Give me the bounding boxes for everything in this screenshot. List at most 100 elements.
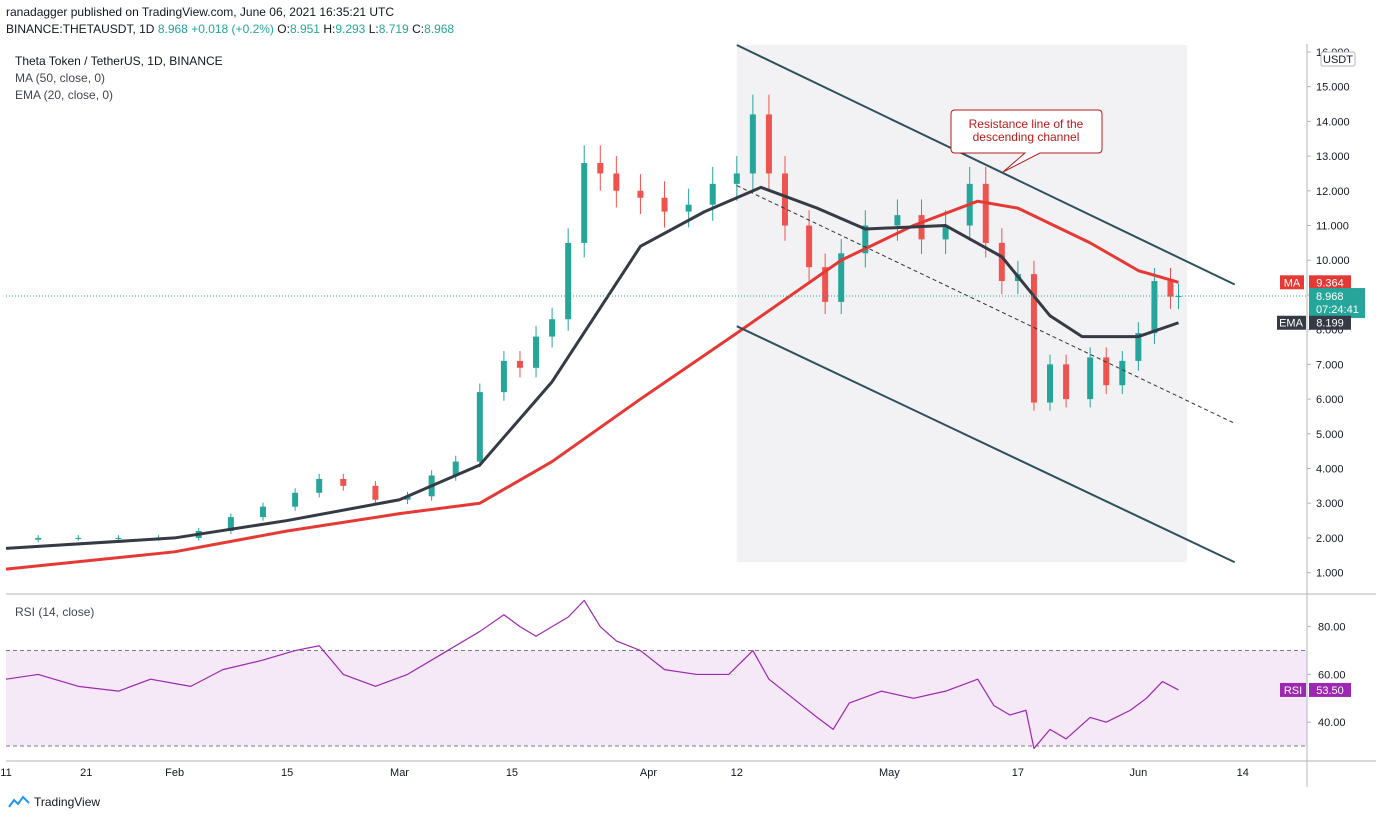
- tradingview-brand: TradingView: [34, 795, 101, 809]
- candle-body: [404, 496, 411, 500]
- time-tick-label: 17: [1012, 767, 1024, 779]
- price-tick-label: 10.000: [1316, 255, 1350, 267]
- price-tick-label: 2.000: [1316, 533, 1344, 545]
- price-tick-label: 12.000: [1316, 186, 1350, 198]
- ema-20-line: [5, 185, 1179, 550]
- ema-tag-box: [1277, 315, 1306, 330]
- rsi-tag: RSI: [1284, 685, 1302, 697]
- price-change: +0.018 (+0.2%): [191, 22, 274, 36]
- tradingview-footer[interactable]: TradingView: [8, 795, 100, 809]
- channel-mid-line: [736, 185, 1235, 424]
- open-value: 8.951: [289, 22, 320, 36]
- low-value: 8.719: [378, 22, 409, 36]
- indicator-legend: Theta Token / TetherUS, 1D, BINANCE MA (…: [15, 53, 223, 104]
- candle-body: [227, 517, 234, 531]
- candle-body: [372, 485, 379, 500]
- candle-body: [452, 461, 459, 476]
- price-tick-label: 3.000: [1316, 498, 1344, 510]
- time-tick-label: Feb: [165, 767, 184, 779]
- ma-tag: MA: [1284, 277, 1301, 289]
- time-tick-label: Jun: [1129, 767, 1147, 779]
- candle-body: [1175, 296, 1182, 298]
- rsi-tick-label: 80.00: [1318, 622, 1346, 634]
- ema-tag: EMA: [1279, 318, 1304, 330]
- ma-tag-box: [1280, 275, 1304, 290]
- price-tick-label: 7.000: [1316, 359, 1344, 371]
- candle-body: [476, 392, 483, 462]
- price-tick-label: 1.000: [1316, 568, 1344, 580]
- candle-body: [1087, 357, 1094, 400]
- rsi-line: [5, 599, 1179, 750]
- legend-ema[interactable]: EMA (20, close, 0): [15, 88, 114, 102]
- channel-shading: [736, 45, 1187, 563]
- time-tick-label: 21: [80, 767, 92, 779]
- channel-lower-line: [736, 325, 1236, 564]
- time-tick-label: 14: [1237, 767, 1249, 779]
- candle-body: [637, 190, 644, 198]
- candle-body: [838, 253, 845, 302]
- candle-body: [765, 114, 772, 174]
- candle-body: [1103, 357, 1110, 386]
- time-tick-label: 15: [506, 767, 518, 779]
- candle-body: [749, 114, 756, 174]
- rsi-tag-box: [1280, 682, 1306, 697]
- candle-body: [1030, 274, 1037, 403]
- candle-body: [709, 183, 716, 205]
- legend-title[interactable]: Theta Token / TetherUS, 1D, BINANCE: [15, 54, 223, 68]
- rsi-tick-label: 60.00: [1318, 669, 1346, 681]
- candle-body: [259, 506, 266, 518]
- price-tick-label: 13.000: [1316, 151, 1350, 163]
- legend-ma[interactable]: MA (50, close, 0): [15, 71, 106, 85]
- time-tick-label: Apr: [640, 767, 657, 779]
- currency-badge: [1320, 51, 1356, 67]
- candle-body: [565, 242, 572, 320]
- candle-body: [1135, 333, 1142, 361]
- time-tick-label: 15: [281, 767, 293, 779]
- candle-body: [982, 183, 989, 243]
- candle-body: [340, 478, 347, 486]
- candle-body: [316, 478, 323, 493]
- publisher-line: ranadagger published on TradingView.com,…: [6, 5, 395, 19]
- price-tick-label: 14.000: [1316, 116, 1350, 128]
- ma-value-box: [1309, 275, 1351, 290]
- time-tick-label: May: [879, 767, 900, 779]
- rsi-pane: [5, 599, 1307, 750]
- candle-body: [516, 360, 523, 368]
- ma-50-line: [5, 199, 1179, 571]
- candle-body: [75, 537, 82, 539]
- candle-body: [822, 267, 829, 302]
- candle-body: [998, 242, 1005, 282]
- candle-body: [549, 319, 556, 337]
- candle-body: [613, 173, 620, 191]
- time-tick-label: 12: [731, 767, 743, 779]
- candle-body: [35, 537, 42, 540]
- time-tick-label: 11: [0, 767, 11, 779]
- close-value: 8.968: [424, 22, 455, 36]
- tradingview-logo-icon: [8, 795, 30, 808]
- last-price-tag: 8.968: [1316, 291, 1344, 303]
- channel-upper-line: [736, 44, 1236, 286]
- last-price: 8.968: [157, 22, 188, 36]
- candle-body: [1063, 364, 1070, 400]
- rsi-value: 53.50: [1316, 685, 1344, 697]
- price-tick-label: 6.000: [1316, 394, 1344, 406]
- candle-body: [942, 225, 949, 240]
- candle-body: [862, 225, 869, 254]
- candle-body: [581, 163, 588, 243]
- candle-body: [533, 336, 540, 368]
- rsi-band: [6, 650, 1307, 747]
- candle-body: [1151, 281, 1158, 334]
- currency-label: USDT: [1323, 54, 1353, 66]
- price-tick-label: 4.000: [1316, 464, 1344, 476]
- annotation-line-2: descending channel: [973, 130, 1080, 144]
- axes: 1.0002.0003.0004.0005.0006.0007.0008.000…: [0, 44, 1376, 787]
- candle-body: [597, 163, 604, 174]
- time-tick-label: Mar: [390, 767, 409, 779]
- legend-rsi[interactable]: RSI (14, close): [15, 605, 95, 619]
- ema-value: 8.199: [1316, 318, 1344, 330]
- last-price-box: [1309, 288, 1365, 319]
- price-tick-label: 11.000: [1316, 221, 1349, 233]
